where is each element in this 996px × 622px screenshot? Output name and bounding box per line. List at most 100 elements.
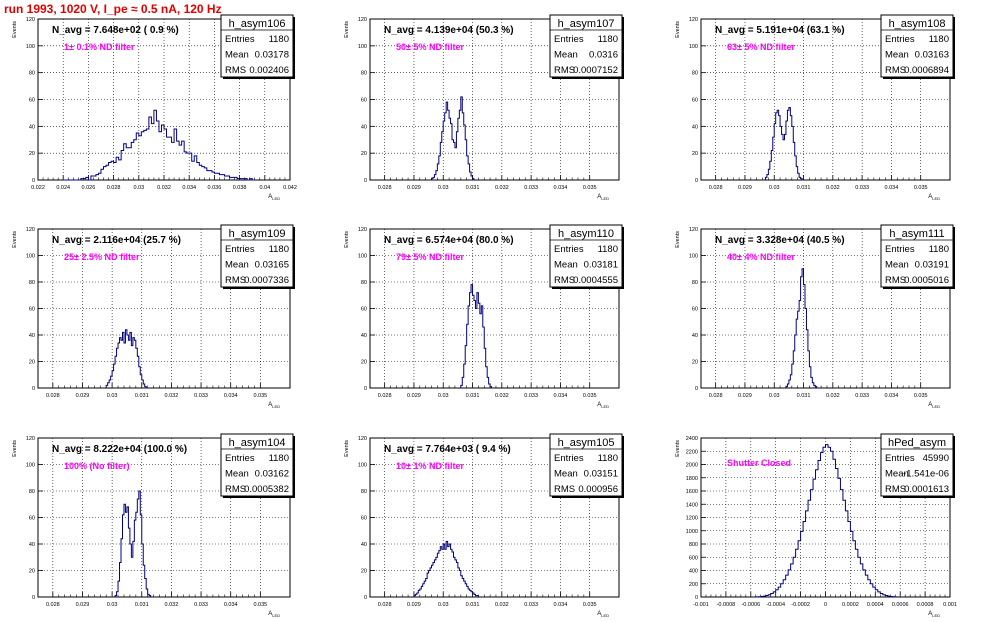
filter-note: 10± 1% ND filter [396, 461, 464, 471]
stats-key-mean: Mean [885, 260, 909, 271]
x-tick-label: 0.03 [769, 185, 780, 191]
x-axis-label: ALED [928, 611, 940, 618]
stats-key-entries: Entries [554, 453, 584, 464]
stats-key-mean: Mean [225, 469, 249, 480]
x-tick-label: -0.0004 [766, 602, 785, 608]
y-tick-label: 100 [26, 463, 35, 469]
y-tick-label: 120 [358, 17, 367, 23]
y-tick-label: 20 [692, 151, 698, 157]
y-axis-label: Events [344, 21, 350, 38]
stats-key-entries: Entries [225, 34, 255, 45]
navg-label: N_avg = 3.328e+04 (40.5 %) [715, 235, 845, 246]
x-tick-label: 0.028 [709, 185, 723, 191]
stats-key-entries: Entries [885, 453, 915, 464]
stats-title: h_asym108 [889, 18, 946, 30]
y-axis-label: Events [675, 21, 681, 38]
histogram-outline [764, 107, 803, 180]
y-tick-label: 0 [364, 178, 367, 184]
y-tick-label: 1600 [686, 489, 698, 495]
y-axis-label: Events [344, 231, 350, 248]
x-tick-label: 0.035 [914, 185, 928, 191]
histogram-outline [105, 329, 147, 388]
y-tick-label: 80 [361, 489, 367, 495]
y-tick-label: 2000 [686, 463, 698, 469]
y-tick-label: 100 [26, 44, 35, 50]
x-tick-label: 0.032 [165, 393, 179, 399]
x-tick-label: 0.029 [407, 185, 421, 191]
histogram-panel-h_asym111: 0.028 0.029 0.03 0.031 0.032 0.033 0.034 0.035 0… [675, 224, 955, 409]
stats-value-rms: 0.0005016 [904, 275, 949, 286]
navg-label: N_avg = 6.574e+04 (80.0 %) [384, 235, 514, 246]
stats-key-mean: Mean [554, 469, 578, 480]
y-tick-label: 0 [32, 386, 35, 392]
x-tick-label: 0.033 [855, 393, 869, 399]
y-tick-label: 60 [692, 98, 698, 104]
y-axis-label: Events [344, 440, 350, 457]
x-tick-label: 0.038 [233, 185, 247, 191]
histogram-panel-h_asym109: 0.028 0.029 0.03 0.031 0.032 0.033 0.034 0.035 0… [12, 224, 295, 409]
x-axis-label: ALED [268, 194, 280, 201]
histogram-panel-h_asym107: 0.028 0.029 0.03 0.031 0.032 0.033 0.034 0.035 0… [344, 14, 624, 201]
x-tick-label: 0.031 [135, 393, 149, 399]
y-tick-label: 20 [361, 360, 367, 366]
histogram-outline [755, 444, 899, 598]
x-tick-label: 0.034 [554, 185, 568, 191]
x-tick-label: 0.034 [224, 393, 238, 399]
stats-key-mean: Mean [885, 50, 909, 61]
x-tick-label: 0.034 [554, 602, 568, 608]
y-tick-label: 1800 [686, 476, 698, 482]
x-tick-label: 0.03 [107, 602, 118, 608]
y-tick-label: 100 [689, 44, 698, 50]
stats-value-mean: -1.541e-06 [903, 469, 949, 480]
stats-key-entries: Entries [885, 34, 915, 45]
stats-key-entries: Entries [554, 244, 584, 255]
run-title: run 1993, 1020 V, I_pe ≈ 0.5 nA, 120 Hz [4, 2, 222, 16]
navg-label: N_avg = 7.764e+03 ( 9.4 %) [384, 444, 511, 455]
y-tick-label: 40 [29, 542, 35, 548]
y-tick-label: 100 [358, 254, 367, 260]
y-tick-label: 120 [26, 436, 35, 442]
stats-title: h_asym105 [558, 437, 615, 449]
x-tick-label: 0.03 [438, 602, 449, 608]
y-tick-label: 80 [692, 280, 698, 286]
y-tick-label: 100 [26, 254, 35, 260]
stats-value-mean: 0.0316 [589, 50, 618, 61]
y-tick-label: 1000 [686, 529, 698, 535]
y-tick-label: 20 [29, 360, 35, 366]
x-tick-label: 0.031 [466, 602, 480, 608]
histogram-outline [114, 490, 152, 597]
x-tick-label: -0.0002 [791, 602, 810, 608]
stats-title: h_asym111 [889, 228, 944, 240]
y-tick-label: 20 [29, 151, 35, 157]
y-tick-label: 120 [689, 17, 698, 23]
y-tick-label: 0 [32, 178, 35, 184]
y-tick-label: 0 [364, 595, 367, 601]
stats-key-rms: RMS [225, 484, 246, 495]
stats-value-rms: 0.0005382 [244, 484, 289, 495]
y-tick-label: 40 [361, 124, 367, 130]
y-tick-label: 60 [361, 98, 367, 104]
y-tick-label: 20 [361, 569, 367, 575]
y-axis-label: Events [12, 231, 18, 248]
y-tick-label: 100 [358, 463, 367, 469]
x-tick-label: 0.032 [157, 185, 171, 191]
x-tick-label: 0.032 [165, 602, 179, 608]
x-tick-label: 0 [824, 602, 827, 608]
filter-note: 50± 5% ND filter [396, 42, 464, 52]
x-tick-label: 0.033 [855, 185, 869, 191]
y-tick-label: 60 [361, 307, 367, 313]
y-tick-label: 2400 [686, 436, 698, 442]
y-tick-label: 1200 [686, 516, 698, 522]
y-tick-label: 120 [689, 227, 698, 233]
y-tick-label: 40 [692, 333, 698, 339]
stats-key-mean: Mean [885, 469, 909, 480]
x-tick-label: 0.035 [583, 185, 597, 191]
x-tick-label: 0.028 [378, 393, 392, 399]
y-axis-label: Events [675, 231, 681, 248]
navg-label: N_avg = 4.139e+04 (50.3 %) [384, 25, 514, 36]
x-tick-label: 0.03 [107, 393, 118, 399]
x-tick-label: 0.032 [495, 393, 509, 399]
x-tick-label: 0.028 [378, 602, 392, 608]
y-tick-label: 20 [29, 569, 35, 575]
stats-value-mean: 0.03181 [584, 260, 618, 271]
